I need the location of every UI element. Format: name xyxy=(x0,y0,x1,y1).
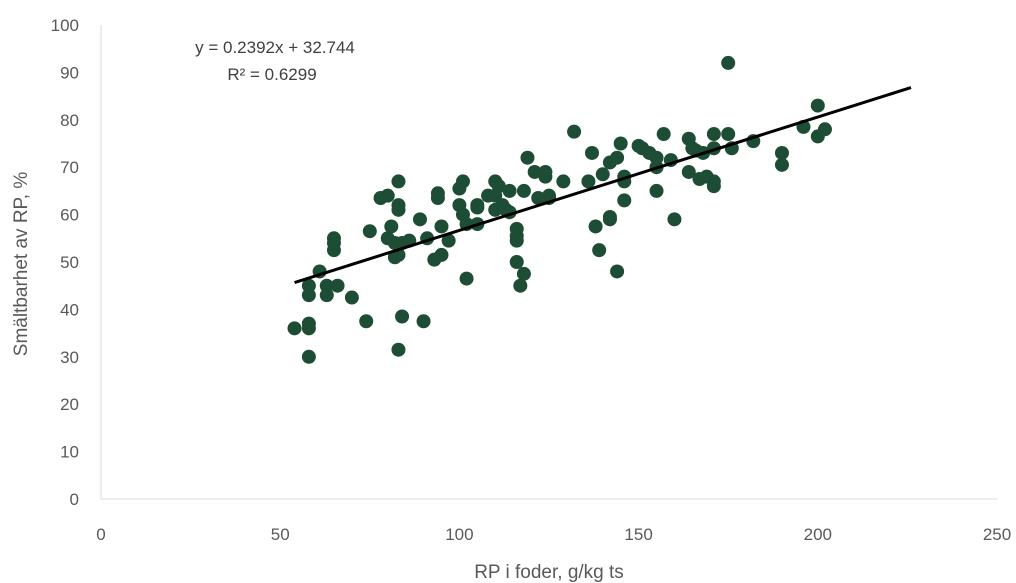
data-point xyxy=(649,183,664,198)
data-point xyxy=(610,150,625,165)
data-point xyxy=(455,174,470,189)
data-point xyxy=(817,122,832,137)
data-point xyxy=(384,219,399,234)
x-tick-label: 50 xyxy=(271,525,290,544)
data-point xyxy=(301,278,316,293)
x-tick-label: 200 xyxy=(804,525,832,544)
y-tick-label: 60 xyxy=(60,206,79,225)
data-point xyxy=(359,314,374,329)
y-tick-label: 30 xyxy=(60,348,79,367)
data-point xyxy=(502,183,517,198)
data-point xyxy=(516,183,531,198)
data-point xyxy=(391,174,406,189)
x-axis-tick-labels: 0 50 100 150 200 250 xyxy=(96,525,1011,544)
data-point xyxy=(391,342,406,357)
data-point xyxy=(721,55,736,70)
data-point xyxy=(344,290,359,305)
axes xyxy=(100,25,997,500)
data-point xyxy=(610,264,625,279)
data-point xyxy=(556,174,571,189)
y-tick-label: 50 xyxy=(60,253,79,272)
data-point xyxy=(491,179,506,194)
data-point xyxy=(588,219,603,234)
data-point xyxy=(706,127,721,142)
data-point xyxy=(567,124,582,139)
y-tick-label: 80 xyxy=(60,111,79,130)
data-point xyxy=(380,188,395,203)
data-point xyxy=(287,321,302,336)
data-point xyxy=(513,278,528,293)
data-point xyxy=(667,212,682,227)
x-axis-title: RP i foder, g/kg ts xyxy=(474,562,624,583)
data-point xyxy=(617,193,632,208)
trendline-r-squared: R² = 0.6299 xyxy=(227,65,316,84)
data-point xyxy=(810,98,825,113)
y-tick-label: 70 xyxy=(60,158,79,177)
y-axis-title: Smältbarhet av RP, % xyxy=(11,172,32,357)
data-point xyxy=(391,198,406,213)
data-point xyxy=(416,314,431,329)
x-tick-label: 250 xyxy=(983,525,1011,544)
data-point xyxy=(395,309,410,324)
y-tick-label: 100 xyxy=(51,16,79,35)
data-point xyxy=(434,247,449,262)
data-point xyxy=(592,243,607,258)
y-tick-label: 90 xyxy=(60,63,79,82)
y-tick-label: 10 xyxy=(60,443,79,462)
data-point xyxy=(441,233,456,248)
data-point xyxy=(602,209,617,224)
data-point xyxy=(330,278,345,293)
data-point xyxy=(542,188,556,203)
data-point xyxy=(774,157,789,172)
data-point xyxy=(681,164,696,179)
x-tick-label: 150 xyxy=(624,525,652,544)
y-tick-label: 0 xyxy=(70,490,79,509)
data-point xyxy=(434,219,449,234)
data-point xyxy=(509,221,524,236)
data-point xyxy=(430,186,445,201)
y-tick-label: 40 xyxy=(60,300,79,319)
trendline-equation: y = 0.2392x + 32.744 xyxy=(195,38,355,57)
data-point xyxy=(595,167,610,182)
data-point xyxy=(459,271,474,286)
data-point xyxy=(706,174,721,189)
data-point xyxy=(362,224,377,239)
data-point xyxy=(613,136,628,151)
y-tick-label: 20 xyxy=(60,395,79,414)
data-point xyxy=(301,349,316,364)
data-point xyxy=(412,212,427,227)
data-point xyxy=(527,164,542,179)
trendline-group xyxy=(294,86,912,284)
data-point xyxy=(581,174,596,189)
data-point xyxy=(301,316,316,331)
data-point xyxy=(774,145,789,160)
data-points xyxy=(287,55,832,364)
y-axis-tick-labels: 0 10 20 30 40 50 60 70 80 90 100 xyxy=(51,16,79,509)
x-tick-label: 0 xyxy=(96,525,105,544)
data-point xyxy=(721,127,736,142)
trendline xyxy=(294,86,912,284)
data-point xyxy=(326,231,341,246)
data-point xyxy=(509,255,524,269)
data-point xyxy=(649,150,664,165)
data-point xyxy=(538,164,553,179)
data-point xyxy=(319,278,334,293)
data-point xyxy=(585,145,600,160)
data-point xyxy=(470,198,485,213)
data-point xyxy=(520,150,535,165)
x-tick-label: 100 xyxy=(445,525,473,544)
data-point xyxy=(531,191,546,206)
data-point xyxy=(516,266,531,281)
data-point xyxy=(656,127,671,142)
